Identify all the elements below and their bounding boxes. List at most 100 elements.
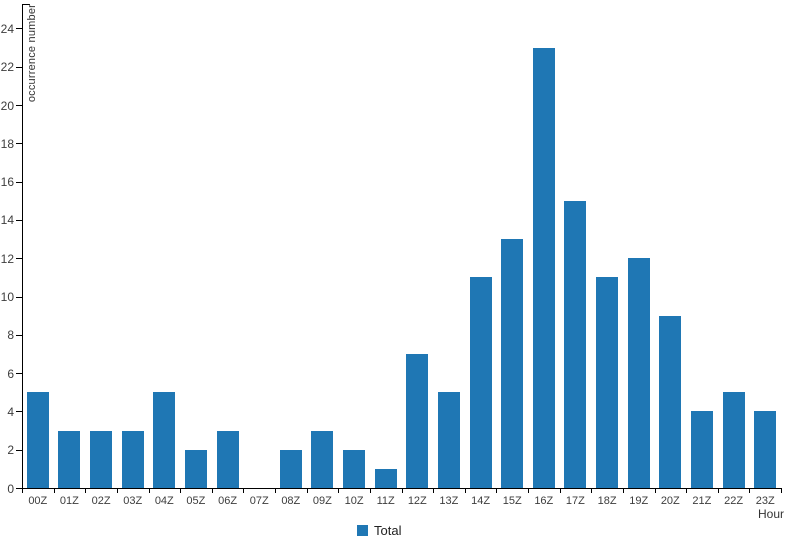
- y-tick: [16, 334, 22, 336]
- y-tick-label: 20: [0, 98, 14, 113]
- x-tick: [306, 488, 308, 493]
- x-tick: [464, 488, 466, 493]
- bar-10Z: [343, 449, 366, 488]
- x-tick-label: 14Z: [471, 495, 491, 507]
- bar-14Z: [469, 277, 492, 488]
- x-tick-label: 07Z: [249, 495, 269, 507]
- y-axis-top-cap: [22, 4, 30, 5]
- x-tick-label: 16Z: [534, 495, 554, 507]
- x-tick: [211, 488, 213, 493]
- y-tick-label: 4: [7, 404, 14, 419]
- y-tick: [16, 105, 22, 106]
- x-axis-title: Hour: [757, 507, 784, 521]
- bar-09Z: [311, 430, 334, 489]
- y-tick: [16, 449, 22, 451]
- x-tick-label: 22Z: [724, 495, 744, 507]
- bar-15Z: [501, 239, 524, 488]
- x-tick: [433, 488, 435, 493]
- y-tick: [16, 219, 22, 221]
- x-tick-label: 09Z: [312, 495, 332, 507]
- legend-label: Total: [374, 523, 402, 538]
- y-tick-label: 12: [0, 251, 14, 266]
- bar-18Z: [596, 277, 619, 488]
- y-tick-label: 6: [7, 366, 14, 381]
- bar-22Z: [722, 392, 745, 489]
- y-tick: [16, 373, 22, 375]
- y-axis-line: [22, 4, 23, 489]
- x-tick-label: 23Z: [755, 495, 775, 507]
- x-tick: [591, 488, 593, 493]
- x-tick-label: 18Z: [597, 495, 617, 507]
- x-tick: [116, 488, 118, 493]
- x-tick: [275, 488, 276, 493]
- x-tick: [622, 488, 624, 493]
- x-tick: [243, 488, 245, 493]
- bar-21Z: [690, 411, 713, 488]
- bar-00Z: [26, 392, 49, 489]
- y-tick: [16, 411, 22, 413]
- x-tick-label: 11Z: [376, 495, 395, 507]
- x-tick: [781, 488, 782, 493]
- y-tick: [16, 258, 22, 260]
- y-tick-label: 16: [0, 175, 14, 190]
- bar-17Z: [564, 200, 587, 488]
- x-tick-label: 04Z: [154, 495, 174, 507]
- y-tick-label: 14: [0, 213, 14, 228]
- bar-23Z: [754, 411, 777, 488]
- y-tick: [16, 66, 22, 68]
- x-tick-label: 12Z: [407, 495, 427, 507]
- y-tick: [16, 488, 22, 489]
- x-tick: [654, 488, 656, 493]
- x-tick-label: 06Z: [218, 495, 238, 507]
- x-tick-label: 01Z: [59, 495, 79, 507]
- bar-08Z: [279, 449, 302, 488]
- legend-swatch-icon: [357, 525, 368, 536]
- bar-05Z: [184, 449, 207, 488]
- bar-19Z: [627, 258, 650, 488]
- y-tick-label: 10: [0, 290, 14, 304]
- bar-01Z: [58, 430, 81, 489]
- bar-13Z: [437, 392, 460, 489]
- x-tick-label: 10Z: [344, 495, 364, 507]
- x-tick-label: 21Z: [692, 495, 712, 507]
- x-tick: [53, 488, 55, 493]
- y-tick-label: 22: [0, 60, 14, 75]
- y-tick-label: 18: [0, 136, 14, 151]
- y-tick-label: 0: [7, 481, 14, 496]
- x-tick-label: 17Z: [565, 495, 585, 507]
- x-tick: [528, 488, 529, 493]
- x-tick: [401, 488, 403, 493]
- x-tick: [369, 488, 371, 493]
- y-tick: [16, 296, 22, 298]
- bar-04Z: [153, 392, 176, 489]
- x-tick-label: 20Z: [660, 495, 680, 507]
- x-tick-label: 13Z: [439, 495, 459, 507]
- bar-12Z: [406, 353, 429, 488]
- x-tick: [148, 488, 150, 493]
- bar-06Z: [216, 430, 239, 489]
- y-axis-title: occurrence number: [26, 4, 38, 103]
- x-tick: [22, 488, 23, 493]
- bar-20Z: [659, 315, 682, 488]
- x-tick: [717, 488, 719, 493]
- x-tick-label: 05Z: [186, 495, 206, 507]
- y-tick-label: 2: [7, 443, 14, 458]
- y-tick: [16, 28, 22, 30]
- y-tick-label: 8: [7, 328, 14, 343]
- x-tick-label: 15Z: [502, 495, 522, 507]
- y-tick-label: 24: [0, 21, 14, 36]
- bar-11Z: [374, 468, 397, 489]
- x-tick: [496, 488, 498, 493]
- legend-item-total[interactable]: Total: [357, 524, 401, 537]
- bar-16Z: [532, 47, 555, 488]
- x-tick-label: 02Z: [91, 495, 111, 507]
- x-tick-label: 03Z: [123, 495, 143, 507]
- x-tick: [749, 488, 751, 493]
- x-tick: [85, 488, 87, 493]
- x-tick-label: 08Z: [281, 495, 301, 507]
- x-tick-label: 19Z: [629, 495, 649, 507]
- x-tick: [180, 488, 182, 493]
- x-tick: [559, 488, 561, 493]
- x-tick: [686, 488, 688, 493]
